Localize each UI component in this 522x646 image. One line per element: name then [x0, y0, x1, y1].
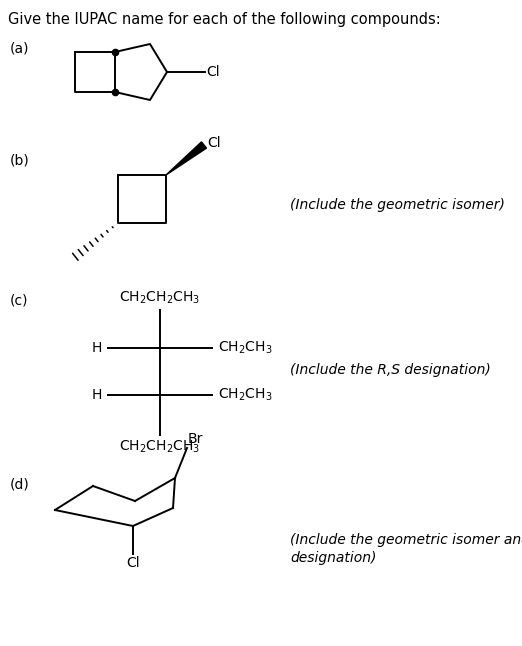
Polygon shape [166, 142, 207, 175]
Text: (c): (c) [10, 293, 29, 307]
Text: Cl: Cl [207, 136, 221, 150]
Text: (b): (b) [10, 153, 30, 167]
Text: CH$_2$CH$_3$: CH$_2$CH$_3$ [218, 387, 272, 403]
Text: CH$_2$CH$_2$CH$_3$: CH$_2$CH$_2$CH$_3$ [120, 439, 200, 455]
Text: Cl: Cl [126, 556, 140, 570]
Text: Br: Br [188, 432, 204, 446]
Text: CH$_2$CH$_2$CH$_3$: CH$_2$CH$_2$CH$_3$ [120, 289, 200, 306]
Text: CH$_2$CH$_3$: CH$_2$CH$_3$ [218, 340, 272, 356]
Text: (a): (a) [10, 42, 30, 56]
Text: designation): designation) [290, 551, 376, 565]
Text: (Include the R,S designation): (Include the R,S designation) [290, 363, 491, 377]
Text: Give the IUPAC name for each of the following compounds:: Give the IUPAC name for each of the foll… [8, 12, 441, 27]
Text: H: H [92, 341, 102, 355]
Text: (d): (d) [10, 478, 30, 492]
Text: (Include the geometric isomer and the R,S: (Include the geometric isomer and the R,… [290, 533, 522, 547]
Text: H: H [92, 388, 102, 402]
Text: Cl: Cl [206, 65, 220, 79]
Text: (Include the geometric isomer): (Include the geometric isomer) [290, 198, 505, 212]
